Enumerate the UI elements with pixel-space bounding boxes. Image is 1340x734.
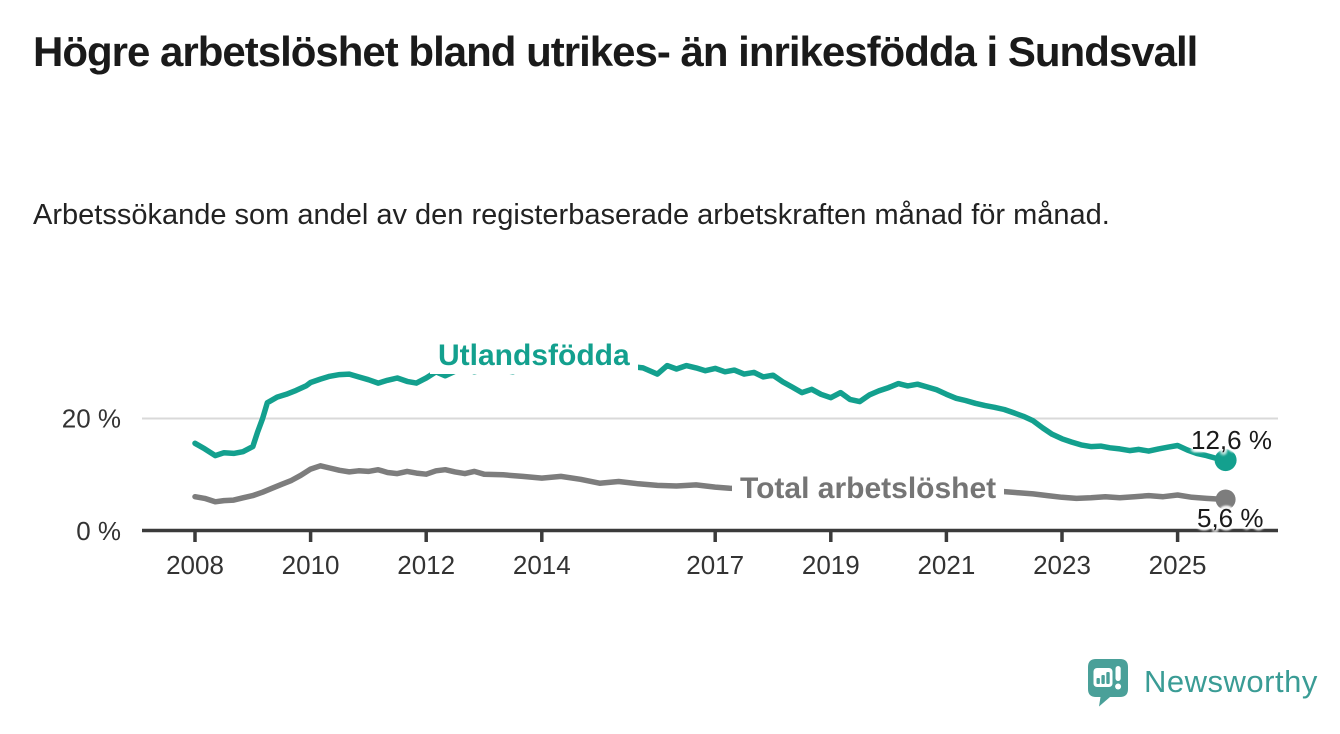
brand-wordmark: Newsworthy (1144, 664, 1318, 699)
x-tick-label: 2014 (513, 550, 571, 580)
end-value-label-utlandsfodda: 12,6 % (1191, 425, 1272, 455)
x-tick-label: 2021 (917, 550, 975, 580)
y-tick-label: 0 % (76, 516, 121, 546)
page-subtitle: Arbetssökande som andel av den registerb… (33, 199, 1110, 231)
series-line (192, 463, 1229, 505)
series-label-utlandsfodda: Utlandsfödda (430, 337, 638, 374)
x-tick-label: 2023 (1033, 550, 1091, 580)
x-tick-label: 2019 (802, 550, 860, 580)
page-title: Högre arbetslöshet bland utrikes- än inr… (33, 28, 1198, 75)
newsworthy-logo-icon (1086, 657, 1130, 707)
series-label-total-arbetsloshet: Total arbetslöshet (732, 470, 1005, 507)
x-tick-label: 2025 (1149, 550, 1207, 580)
y-tick-label: 20 % (62, 404, 121, 434)
x-tick-label: 2010 (282, 550, 340, 580)
x-tick-label: 2012 (397, 550, 455, 580)
end-dot (1214, 449, 1237, 472)
x-tick-label: 2008 (166, 550, 224, 580)
end-value-label-total: 5,6 % (1197, 503, 1264, 533)
brand-footer: Newsworthy (1086, 657, 1318, 707)
series-line (192, 362, 1229, 463)
x-tick-label: 2017 (686, 550, 744, 580)
end-dot (1215, 489, 1236, 510)
